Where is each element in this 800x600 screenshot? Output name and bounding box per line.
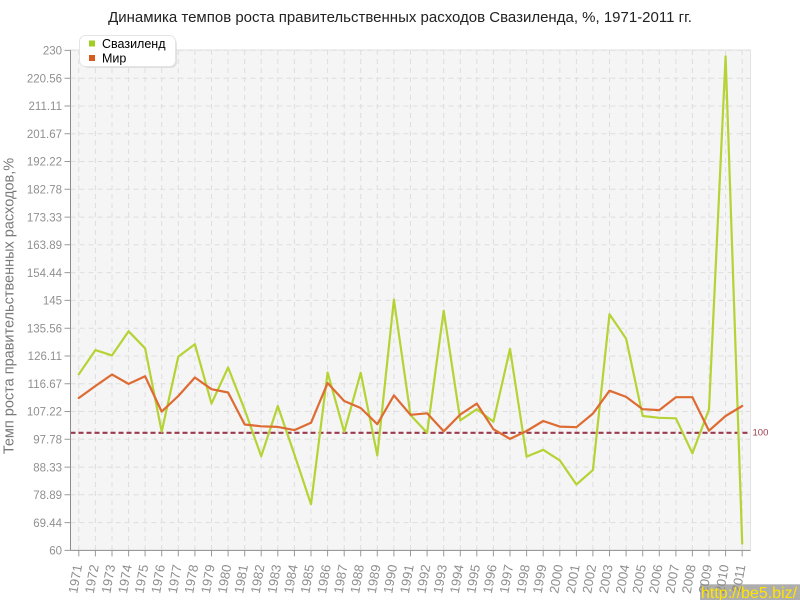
svg-text:1974: 1974: [115, 563, 135, 594]
svg-text:211.11: 211.11: [29, 101, 62, 113]
svg-text:1972: 1972: [82, 563, 102, 594]
svg-text:1996: 1996: [480, 563, 500, 594]
svg-text:1998: 1998: [513, 563, 533, 594]
svg-text:1995: 1995: [463, 563, 483, 594]
svg-text:Темп роста правительственных р: Темп роста правительственных расходов,%: [2, 158, 18, 454]
svg-text:Мир: Мир: [102, 52, 126, 66]
svg-text:1982: 1982: [248, 563, 268, 594]
svg-text:1976: 1976: [148, 563, 168, 594]
svg-text:2001: 2001: [563, 563, 583, 594]
svg-text:126.11: 126.11: [28, 351, 62, 363]
svg-text:1997: 1997: [496, 563, 516, 594]
svg-text:1980: 1980: [215, 563, 235, 594]
svg-text:78.89: 78.89: [33, 490, 62, 502]
svg-text:107.22: 107.22: [27, 407, 62, 419]
svg-text:1991: 1991: [397, 563, 417, 594]
svg-text:163.89: 163.89: [27, 240, 62, 252]
svg-text:2008: 2008: [679, 563, 699, 594]
svg-text:88.33: 88.33: [33, 462, 62, 474]
svg-text:1985: 1985: [297, 563, 317, 594]
svg-text:69.44: 69.44: [33, 518, 62, 530]
svg-text:http://be5.biz/: http://be5.biz/: [701, 585, 798, 600]
svg-text:2004: 2004: [613, 563, 633, 594]
svg-text:1990: 1990: [380, 563, 400, 594]
svg-text:2006: 2006: [646, 563, 666, 594]
svg-text:1978: 1978: [181, 563, 201, 594]
svg-text:201.67: 201.67: [27, 129, 62, 141]
svg-text:173.33: 173.33: [27, 212, 62, 224]
svg-text:1975: 1975: [132, 563, 152, 594]
svg-text:100: 100: [753, 428, 769, 439]
svg-text:220.56: 220.56: [27, 73, 62, 85]
svg-text:135.56: 135.56: [27, 323, 62, 335]
svg-text:1988: 1988: [347, 563, 367, 594]
svg-text:1999: 1999: [530, 563, 550, 594]
svg-text:2007: 2007: [662, 563, 682, 594]
svg-text:2002: 2002: [579, 563, 599, 594]
svg-text:1977: 1977: [165, 563, 185, 594]
svg-text:1984: 1984: [281, 563, 301, 594]
svg-text:1993: 1993: [430, 563, 450, 594]
svg-text:2005: 2005: [629, 563, 649, 594]
svg-text:1983: 1983: [264, 563, 284, 594]
svg-text:60: 60: [49, 546, 62, 558]
svg-text:1987: 1987: [331, 563, 351, 594]
svg-text:1979: 1979: [198, 563, 218, 594]
svg-text:1986: 1986: [314, 563, 334, 594]
svg-text:145: 145: [43, 296, 62, 308]
svg-text:192.22: 192.22: [27, 157, 62, 169]
svg-text:1992: 1992: [414, 563, 434, 594]
svg-text:1994: 1994: [447, 563, 467, 594]
svg-text:Свазиленд: Свазиленд: [102, 37, 166, 51]
svg-text:116.67: 116.67: [28, 379, 62, 391]
svg-text:2003: 2003: [596, 563, 616, 594]
svg-text:97.78: 97.78: [33, 435, 62, 447]
svg-text:1973: 1973: [98, 563, 118, 594]
svg-text:Динамика темпов роста правител: Динамика темпов роста правительственных …: [108, 9, 692, 26]
svg-text:182.78: 182.78: [27, 185, 62, 197]
svg-text:154.44: 154.44: [27, 268, 63, 280]
svg-text:1981: 1981: [231, 563, 251, 594]
svg-text:1971: 1971: [65, 563, 85, 594]
svg-text:1989: 1989: [364, 563, 384, 594]
svg-text:230: 230: [43, 46, 62, 58]
svg-text:2000: 2000: [546, 563, 566, 594]
